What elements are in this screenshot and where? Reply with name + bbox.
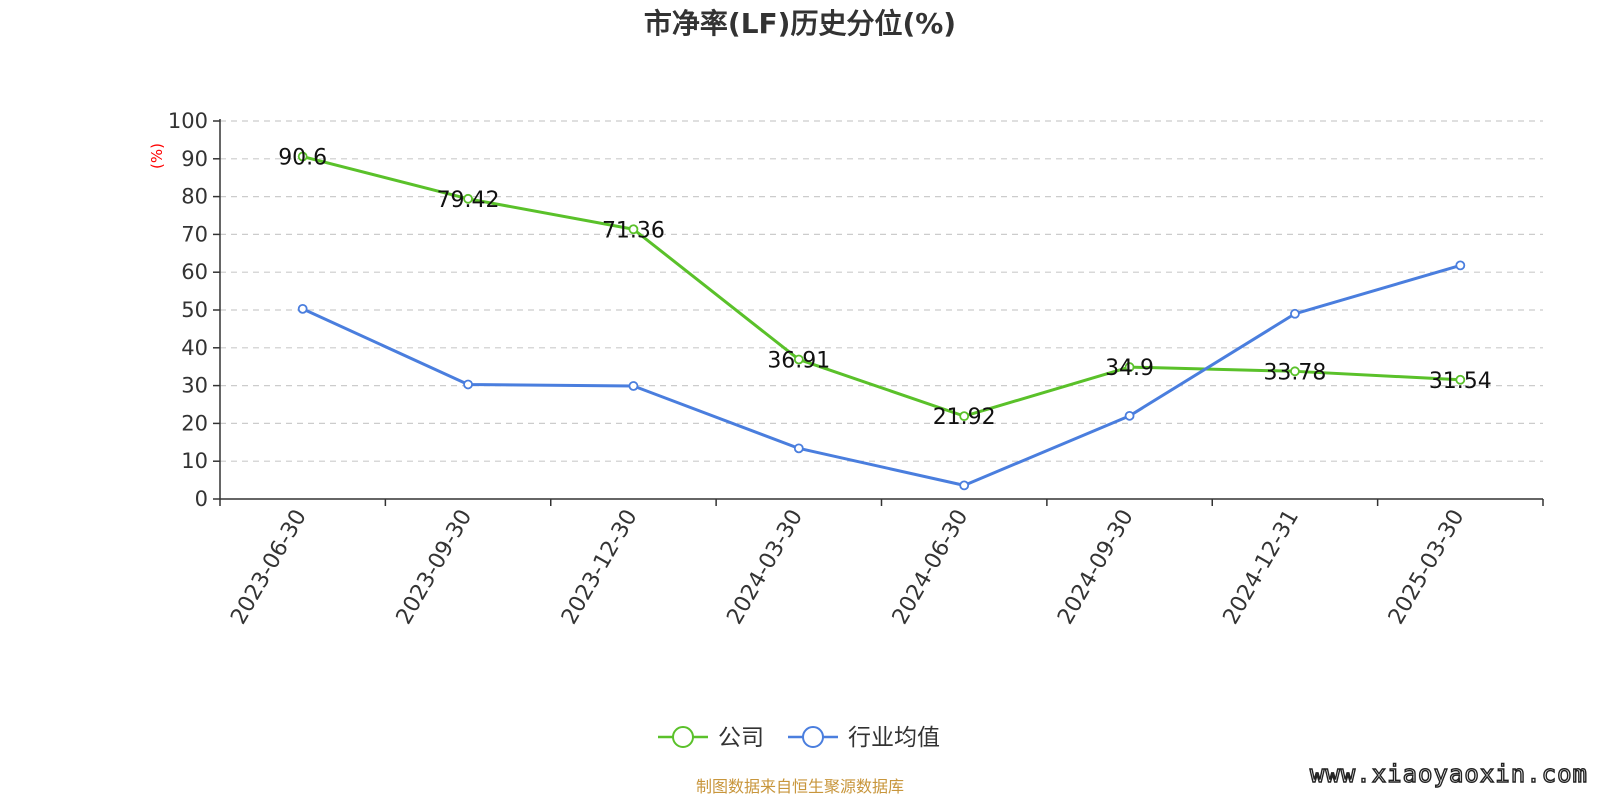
watermark: www.xiaoyaoxin.com xyxy=(1310,760,1588,788)
data-point xyxy=(463,193,473,204)
data-label: 31.54 xyxy=(1429,369,1492,394)
y-tick-label: 50 xyxy=(181,298,208,322)
data-point xyxy=(297,303,308,314)
data-point xyxy=(628,381,639,391)
data-label: 21.92 xyxy=(933,405,996,430)
data-point xyxy=(297,151,308,162)
data-label: 79.42 xyxy=(437,188,500,213)
data-point xyxy=(1124,362,1135,372)
x-tick-label: 2024-12-31 xyxy=(1219,506,1305,629)
data-point xyxy=(463,379,473,390)
data-label: 36.91 xyxy=(767,348,830,373)
legend-marker xyxy=(672,726,694,748)
y-tick-label: 70 xyxy=(181,222,208,246)
x-tick-label: 2023-09-30 xyxy=(392,506,478,629)
y-tick-label: 80 xyxy=(181,185,208,209)
data-point xyxy=(1124,410,1135,421)
x-tick-label: 2023-06-30 xyxy=(226,506,312,629)
x-axis-ticks: 2023-06-30 2023-09-30 2023-12-30 2024-03-30… xyxy=(219,499,1544,629)
y-tick-label: 60 xyxy=(181,260,208,284)
y-axis-unit-label: (%) xyxy=(148,143,166,169)
y-tick-label: 40 xyxy=(181,336,208,360)
grid-lines xyxy=(220,120,1543,462)
series-line-1 xyxy=(302,263,1461,487)
y-tick-label: 20 xyxy=(181,411,208,435)
data-label: 34.9 xyxy=(1105,356,1154,381)
legend-item-0[interactable]: 公司 xyxy=(658,725,764,751)
data-point xyxy=(1290,366,1300,377)
x-tick-label: 2024-09-30 xyxy=(1053,506,1139,629)
data-labels: 90.6 79.42 71.36 36.91 21.92 34.9 33.78 31.54 xyxy=(278,146,1492,431)
legend-label: 行业均值 xyxy=(848,725,940,751)
legend-marker xyxy=(802,726,824,748)
data-source-note: 制图数据来自恒生聚源数据库 xyxy=(696,777,904,796)
data-point xyxy=(793,354,804,365)
data-point xyxy=(1290,308,1300,319)
y-tick-label: 90 xyxy=(181,147,208,171)
data-label: 71.36 xyxy=(602,218,665,243)
series-layer xyxy=(297,151,1466,491)
x-tick-label: 2024-06-30 xyxy=(888,506,974,629)
series-line-0 xyxy=(302,155,1461,418)
y-tick-label: 0 xyxy=(195,487,208,511)
legend[interactable]: 公司 行业均值 xyxy=(658,725,940,751)
data-point xyxy=(793,443,804,454)
data-point xyxy=(959,480,970,491)
y-tick-label: 30 xyxy=(181,374,208,398)
chart-title: 市净率(LF)历史分位(%) xyxy=(644,7,956,40)
data-label: 90.6 xyxy=(278,146,327,171)
y-tick-label: 10 xyxy=(181,449,208,473)
y-axis-ticks: 0 10 20 30 40 50 60 70 80 90 100 xyxy=(168,109,220,511)
data-point xyxy=(959,411,970,422)
axes xyxy=(219,119,1543,500)
x-tick-label: 2025-03-30 xyxy=(1384,506,1470,629)
data-point xyxy=(1455,374,1466,385)
x-tick-label: 2024-03-30 xyxy=(722,506,808,629)
data-point xyxy=(628,224,639,235)
data-label: 33.78 xyxy=(1263,360,1326,385)
y-tick-label: 100 xyxy=(168,109,208,133)
x-tick-label: 2023-12-30 xyxy=(557,506,643,629)
legend-item-1[interactable]: 行业均值 xyxy=(788,725,940,751)
legend-label: 公司 xyxy=(718,725,764,751)
data-point xyxy=(1455,260,1466,271)
